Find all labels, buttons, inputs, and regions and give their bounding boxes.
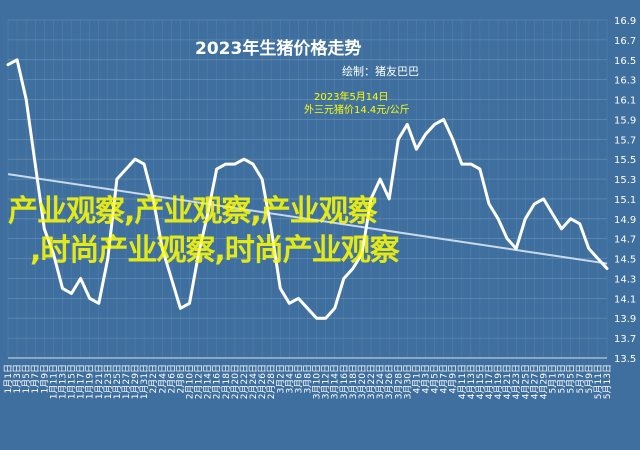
price-series-line	[6, 58, 609, 320]
x-tick-label: 3月24日	[375, 364, 386, 399]
x-tick-label: 3月16日	[339, 364, 350, 399]
y-tick-label: 14.7	[614, 235, 636, 246]
x-tick-label: 3月28日	[393, 364, 404, 399]
x-tick-label: 1月1日	[3, 364, 14, 393]
x-tick-label: 1月29日	[130, 364, 141, 399]
y-tick-label: 16.1	[614, 96, 636, 107]
x-tick-label: 4月11日	[457, 364, 468, 399]
x-tick-label: 3月20日	[357, 364, 368, 399]
y-tick-label: 15.7	[614, 135, 636, 146]
y-tick-label: 14.5	[614, 255, 636, 266]
y-tick-label: 16.3	[614, 76, 636, 87]
x-tick-label: 3月8日	[303, 364, 314, 393]
x-tick-label: 1月19日	[85, 364, 96, 399]
y-tick-label: 16.7	[614, 36, 636, 47]
x-tick-label: 2月20日	[230, 364, 241, 399]
x-tick-label: 3月30日	[402, 364, 413, 399]
annotation-date: 2023年5月14日	[314, 92, 389, 103]
y-tick-label: 16.5	[614, 56, 636, 67]
x-tick-label: 2月2日	[148, 364, 159, 393]
x-tick-label: 5月13日	[602, 364, 613, 399]
x-tick-label: 3月10日	[312, 364, 323, 399]
x-tick-label: 2月4日	[157, 364, 168, 393]
x-tick-label: 5月5日	[566, 364, 577, 393]
x-tick-label: 4月19日	[493, 364, 504, 399]
x-tick-label: 2月12日	[194, 364, 205, 399]
x-tick-label: 4月29日	[538, 364, 549, 399]
x-tick-label: 5月1日	[548, 364, 559, 393]
x-tick-label: 4月17日	[484, 364, 495, 399]
y-tick-label: 13.9	[614, 314, 636, 325]
x-tick-label: 1月3日	[12, 364, 23, 393]
x-tick-label: 2月22日	[239, 364, 250, 399]
x-tick-label: 1月7日	[30, 364, 41, 393]
watermark-line-1: 产业观察,产业观察,产业观察	[8, 194, 378, 229]
x-tick-label: 3月26日	[384, 364, 395, 399]
y-tick-label: 13.5	[614, 354, 636, 365]
annotation-price: 外三元猪价14.4元/公斤	[304, 105, 410, 116]
x-tick-label: 4月21日	[502, 364, 513, 399]
x-tick-label: 2月24日	[248, 364, 259, 399]
x-tick-label: 3月2日	[275, 364, 286, 393]
x-tick-label: 2月16日	[212, 364, 223, 399]
x-tick-label: 5月3日	[557, 364, 568, 393]
x-tick-label: 3月14日	[330, 364, 341, 399]
x-tick-label: 3月12日	[321, 364, 332, 399]
x-tick-label: 1月11日	[48, 364, 59, 399]
x-tick-label: 5月7日	[575, 364, 586, 393]
x-tick-label: 1月9日	[39, 364, 50, 393]
y-tick-label: 15.3	[614, 175, 636, 186]
x-tick-label: 4月5日	[430, 364, 441, 393]
x-tick-label: 4月27日	[529, 364, 540, 399]
x-tick-label: 4月9日	[448, 364, 459, 393]
x-tick-label: 2月10日	[185, 364, 196, 399]
x-tick-label: 1月27日	[121, 364, 132, 399]
author-credit: 绘制：猪友巴巴	[342, 65, 419, 78]
x-tick-label: 4月1日	[411, 364, 422, 393]
x-tick-label: 1月23日	[103, 364, 114, 399]
x-tick-label: 3月18日	[348, 364, 359, 399]
x-tick-label: 4月15日	[475, 364, 486, 399]
y-tick-label: 13.7	[614, 334, 636, 345]
x-tick-label: 5月11日	[593, 364, 604, 399]
x-tick-label: 3月22日	[366, 364, 377, 399]
x-tick-label: 4月23日	[511, 364, 522, 399]
x-tick-label: 1月5日	[21, 364, 32, 393]
x-tick-label: 5月9日	[584, 364, 595, 393]
x-tick-label: 3月6日	[293, 364, 304, 393]
x-tick-label: 4月3日	[420, 364, 431, 393]
watermark-line-2: ,时尚产业观察,时尚产业观察	[30, 233, 400, 268]
x-tick-label: 4月7日	[439, 364, 450, 393]
y-tick-label: 15.5	[614, 155, 636, 166]
x-tick-label: 4月25日	[520, 364, 531, 399]
x-tick-label: 2月6日	[166, 364, 177, 393]
x-tick-label: 3月4日	[284, 364, 295, 393]
x-tick-label: 1月13日	[57, 364, 68, 399]
y-tick-label: 14.1	[614, 294, 636, 305]
y-tick-label: 16.9	[614, 16, 636, 27]
x-tick-label: 1月17日	[76, 364, 87, 399]
y-tick-label: 15.1	[614, 195, 636, 206]
x-tick-label: 2月14日	[203, 364, 214, 399]
chart-title: 2023年生猪价格走势	[195, 39, 362, 59]
x-tick-label: 2月18日	[221, 364, 232, 399]
x-tick-label: 4月13日	[466, 364, 477, 399]
y-tick-label: 14.9	[614, 215, 636, 226]
x-tick-label: 1月31日	[139, 364, 150, 399]
trend-line	[7, 173, 608, 265]
x-tick-label: 1月21日	[94, 364, 105, 399]
x-tick-label: 1月15日	[67, 364, 78, 399]
x-tick-label: 2月28日	[266, 364, 277, 399]
x-tick-label: 1月25日	[112, 364, 123, 399]
y-tick-label: 15.9	[614, 115, 636, 126]
y-tick-label: 14.3	[614, 274, 636, 285]
x-tick-label: 2月8日	[175, 364, 186, 393]
x-tick-label: 2月26日	[257, 364, 268, 399]
